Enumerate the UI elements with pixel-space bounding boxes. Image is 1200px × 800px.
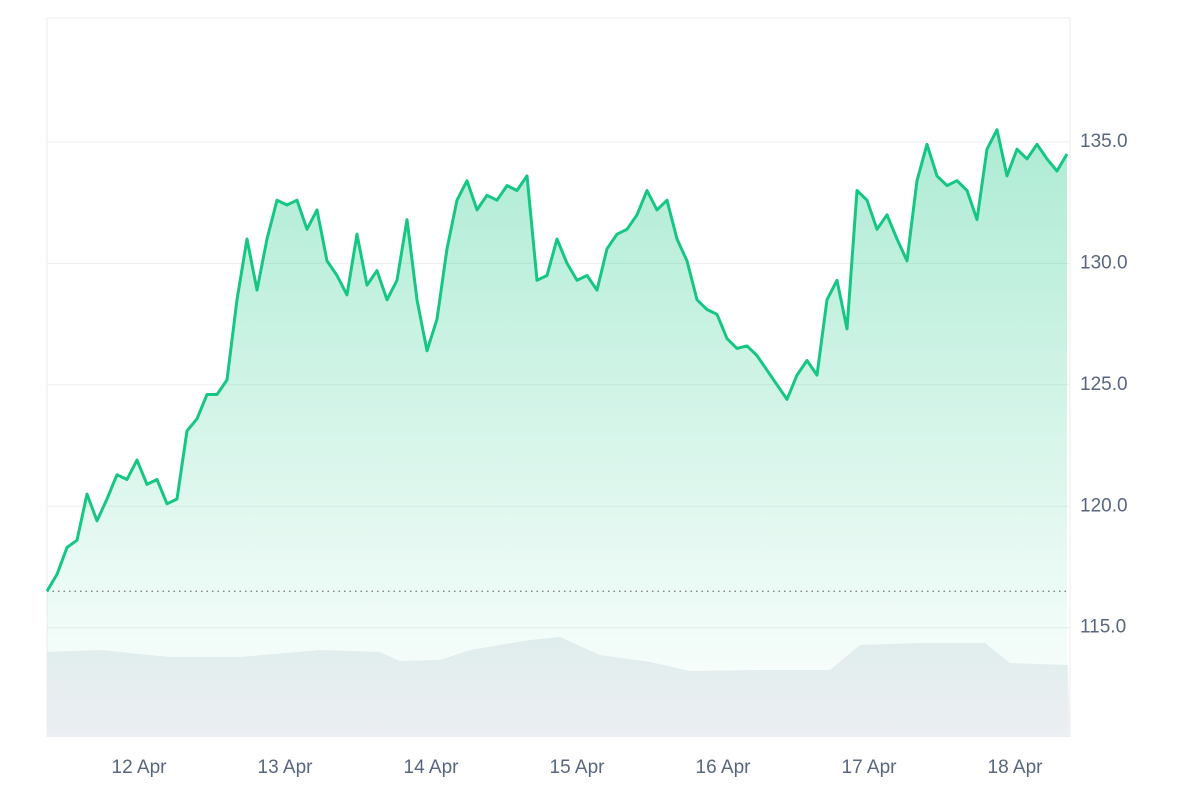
x-tick-label: 16 Apr [696,757,752,778]
y-tick-label: 135.0 [1080,131,1128,152]
y-tick-label: 125.0 [1080,374,1128,395]
y-tick-label: 130.0 [1080,252,1128,273]
x-tick-label: 18 Apr [988,757,1044,778]
x-tick-label: 17 Apr [842,757,898,778]
y-tick-label: 115.0 [1080,617,1126,638]
x-tick-label: 12 Apr [112,757,168,778]
price-area [47,129,1067,737]
x-tick-label: 13 Apr [258,757,314,778]
price-line [45,128,1069,593]
x-tick-label: 14 Apr [404,757,460,778]
y-tick-label: 120.0 [1080,495,1128,516]
x-tick-label: 15 Apr [550,757,606,778]
